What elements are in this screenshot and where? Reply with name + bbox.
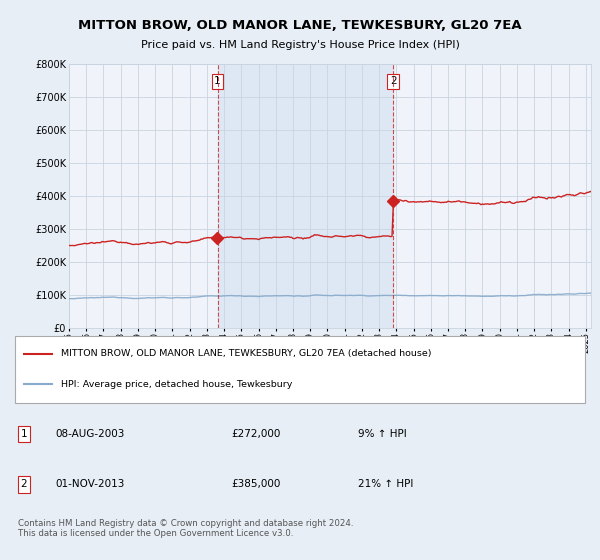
Text: 08-AUG-2003: 08-AUG-2003 bbox=[55, 429, 125, 439]
Text: 21% ↑ HPI: 21% ↑ HPI bbox=[358, 479, 413, 489]
Text: £272,000: £272,000 bbox=[231, 429, 280, 439]
Text: Price paid vs. HM Land Registry's House Price Index (HPI): Price paid vs. HM Land Registry's House … bbox=[140, 40, 460, 50]
Text: MITTON BROW, OLD MANOR LANE, TEWKESBURY, GL20 7EA (detached house): MITTON BROW, OLD MANOR LANE, TEWKESBURY,… bbox=[61, 349, 431, 358]
Text: 01-NOV-2013: 01-NOV-2013 bbox=[55, 479, 125, 489]
Text: 2: 2 bbox=[390, 76, 397, 86]
Text: HPI: Average price, detached house, Tewkesbury: HPI: Average price, detached house, Tewk… bbox=[61, 380, 292, 389]
Text: 1: 1 bbox=[214, 76, 221, 86]
Text: 2: 2 bbox=[20, 479, 27, 489]
Text: 9% ↑ HPI: 9% ↑ HPI bbox=[358, 429, 406, 439]
Text: 1: 1 bbox=[20, 429, 27, 439]
Bar bbox=[218, 64, 394, 328]
Text: MITTON BROW, OLD MANOR LANE, TEWKESBURY, GL20 7EA: MITTON BROW, OLD MANOR LANE, TEWKESBURY,… bbox=[78, 18, 522, 32]
Text: £385,000: £385,000 bbox=[231, 479, 280, 489]
Text: Contains HM Land Registry data © Crown copyright and database right 2024.
This d: Contains HM Land Registry data © Crown c… bbox=[18, 519, 353, 538]
FancyBboxPatch shape bbox=[15, 336, 585, 403]
